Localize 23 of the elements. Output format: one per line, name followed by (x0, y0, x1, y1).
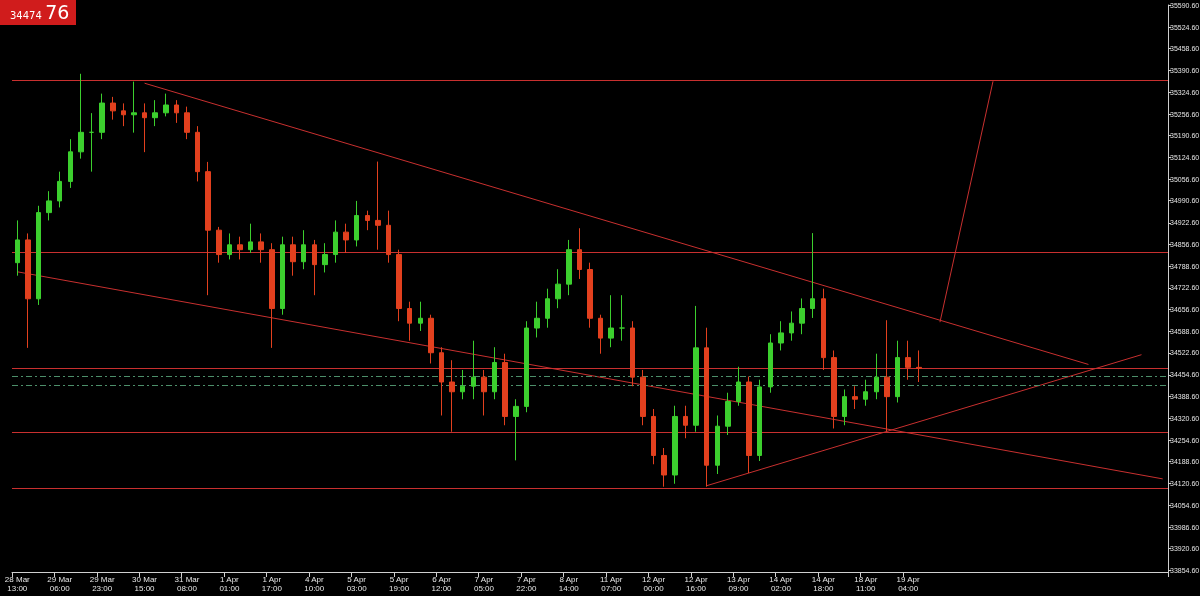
x-tick-label: 11 Apr 07:00 (599, 575, 623, 593)
x-tick-label: 13 Apr 09:00 (726, 575, 751, 593)
x-tick-label: 31 Mar 08:00 (174, 575, 200, 593)
x-tick-label: 12 Apr 00:00 (642, 575, 666, 593)
x-tick-label: 7 Apr 22:00 (516, 575, 537, 593)
x-tick-label: 14 Apr 18:00 (811, 575, 836, 593)
x-tick-label: 1 Apr 01:00 (219, 575, 240, 593)
x-tick-label: 30 Mar 15:00 (132, 575, 158, 593)
x-tick-label: 28 Mar 13:00 (4, 575, 31, 593)
x-tick-label: 5 Apr 19:00 (389, 575, 410, 593)
x-tick-label: 4 Apr 10:00 (304, 575, 325, 593)
x-tick-label: 18 Apr 11:00 (854, 575, 878, 593)
x-tick-label: 6 Apr 12:00 (431, 575, 453, 593)
x-tick-label: 14 Apr 02:00 (769, 575, 793, 593)
annotation: 34474 76 (10, 0, 70, 23)
x-tick-label: 8 Apr 14:00 (558, 575, 580, 593)
x-tick-label: 29 Mar 23:00 (89, 575, 115, 593)
x-tick-label: 19 Apr 04:00 (896, 575, 921, 593)
x-tick-label: 1 Apr 17:00 (261, 575, 283, 593)
x-tick-label: 29 Mar 06:00 (47, 575, 73, 593)
x-tick-label: 7 Apr 05:00 (473, 575, 495, 593)
x-tick-label: 12 Apr 16:00 (684, 575, 708, 593)
x-tick-label: 5 Apr 03:00 (346, 575, 368, 593)
